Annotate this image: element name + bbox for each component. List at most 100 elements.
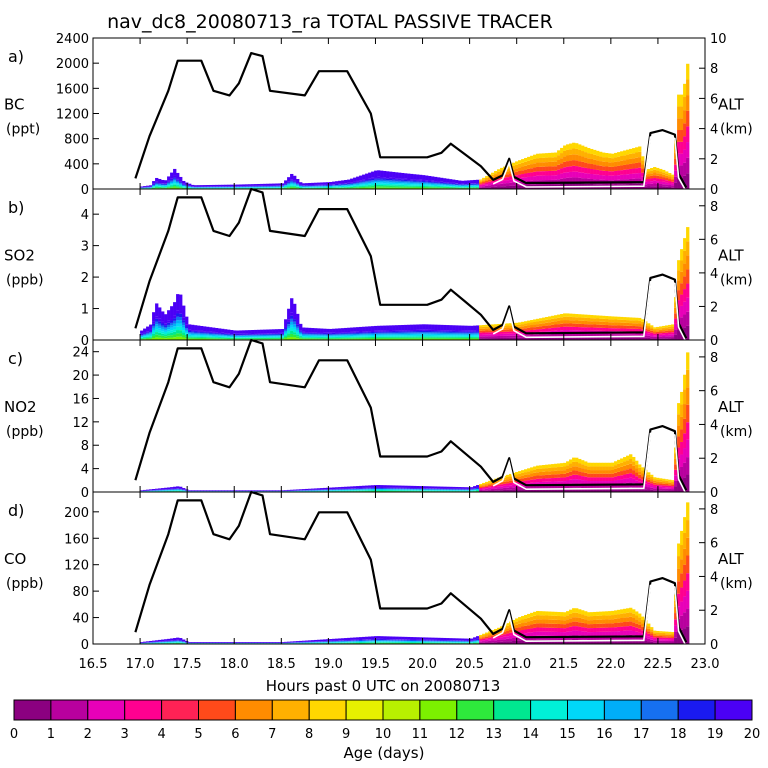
tracer-cell	[278, 336, 282, 337]
tracer-cell	[470, 335, 474, 337]
tracer-cell	[278, 338, 282, 340]
tracer-cell	[605, 462, 609, 467]
tracer-cell	[470, 487, 474, 489]
tracer-cell	[500, 325, 504, 328]
tracer-cell	[545, 471, 549, 475]
tracer-cell	[443, 184, 447, 186]
tracer-cell	[380, 177, 384, 179]
tracer-cell	[164, 332, 168, 335]
tracer-cell	[476, 186, 480, 187]
tracer-cell	[587, 317, 591, 322]
tracer-cell	[659, 336, 663, 339]
tracer-cell	[683, 263, 687, 277]
tracer-cell	[413, 182, 417, 184]
tracer-cell	[563, 336, 567, 340]
tracer-cell	[407, 173, 411, 179]
tracer-cell	[260, 337, 264, 338]
tracer-cell	[173, 168, 177, 176]
tracer-cell	[350, 327, 354, 332]
tracer-cell	[431, 336, 435, 338]
tracer-cell	[638, 178, 642, 184]
tracer-cell	[575, 154, 579, 161]
tracer-cell	[281, 338, 285, 340]
tracer-cell	[602, 473, 606, 478]
tracer-cell	[254, 184, 258, 186]
tracer-cell	[500, 331, 504, 334]
tracer-cell	[632, 148, 636, 154]
tracer-cell	[305, 331, 309, 333]
tracer-cell	[485, 184, 489, 186]
tracer-cell	[458, 186, 462, 188]
tracer-cell	[431, 182, 435, 184]
tracer-cell	[359, 182, 363, 184]
tracer-cell	[215, 336, 219, 338]
tracer-cell	[629, 173, 633, 179]
tracer-cell	[155, 185, 159, 187]
tracer-cell	[638, 337, 642, 340]
tracer-cell	[158, 325, 162, 329]
tracer-cell	[479, 187, 483, 189]
tracer-cell	[635, 326, 639, 329]
tracer-cell	[566, 316, 570, 321]
tracer-cell	[566, 484, 570, 489]
tracer-cell	[443, 185, 447, 186]
tracer-cell	[182, 332, 186, 336]
tracer-cell	[161, 183, 165, 184]
tracer-cell	[422, 179, 426, 181]
tracer-cell	[308, 336, 312, 338]
tracer-cell	[563, 333, 567, 337]
tracer-cell	[401, 184, 405, 186]
tracer-cell	[644, 184, 648, 187]
tracer-cell	[428, 186, 432, 188]
tracer-cell	[434, 334, 438, 336]
tracer-cell	[314, 337, 318, 339]
tracer-cell	[434, 324, 438, 331]
tracer-cell	[506, 485, 510, 488]
tracer-cell	[524, 165, 528, 170]
tracer-cell	[155, 337, 159, 340]
tracer-cell	[260, 490, 264, 491]
tracer-cell	[578, 177, 582, 184]
tracer-cell	[335, 337, 339, 339]
tracer-cell	[473, 334, 477, 336]
tracer-cell	[482, 332, 486, 335]
tracer-cell	[563, 150, 567, 157]
tracer-cell	[275, 338, 279, 340]
tracer-cell	[668, 330, 672, 333]
y2-tick-label: 6	[710, 92, 718, 107]
tracer-cell	[446, 182, 450, 184]
tracer-cell	[482, 338, 486, 340]
tracer-cell	[389, 182, 393, 184]
tracer-cell	[356, 334, 360, 336]
tracer-cell	[386, 337, 390, 339]
tracer-cell	[578, 323, 582, 328]
tracer-cell	[536, 485, 540, 489]
tracer-cell	[221, 490, 225, 491]
tracer-cell	[620, 322, 624, 326]
tracer-cell	[263, 333, 267, 335]
tracer-cell	[401, 180, 405, 183]
tracer-cell	[344, 184, 348, 186]
tracer-cell	[431, 186, 435, 188]
tracer-cell	[410, 184, 414, 186]
tracer-cell	[626, 337, 630, 340]
tracer-cell	[272, 333, 276, 335]
tracer-cell	[206, 335, 210, 337]
tracer-cell	[473, 336, 477, 338]
tracer-cell	[593, 336, 597, 340]
tracer-cell	[347, 338, 351, 340]
tracer-cell	[443, 183, 447, 185]
tracer-cell	[545, 322, 549, 326]
tracer-cell	[623, 334, 627, 338]
tracer-cell	[581, 484, 585, 489]
tracer-cell	[368, 333, 372, 335]
tracer-cell	[542, 485, 546, 489]
tracer-cell	[554, 481, 558, 485]
tracer-cell	[383, 335, 387, 337]
tracer-cell	[623, 155, 627, 161]
tracer-cell	[488, 330, 492, 333]
tracer-cell	[554, 327, 558, 331]
tracer-cell	[320, 328, 324, 333]
tracer-cell	[683, 175, 687, 189]
tracer-cell	[416, 182, 420, 184]
